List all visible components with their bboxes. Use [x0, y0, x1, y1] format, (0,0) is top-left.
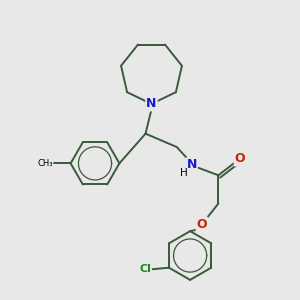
- Text: H: H: [180, 168, 188, 178]
- Text: N: N: [186, 158, 197, 171]
- Text: Cl: Cl: [139, 264, 151, 274]
- Text: CH₃: CH₃: [37, 159, 53, 168]
- Text: O: O: [235, 152, 245, 165]
- Text: O: O: [197, 218, 207, 231]
- Text: N: N: [146, 98, 157, 110]
